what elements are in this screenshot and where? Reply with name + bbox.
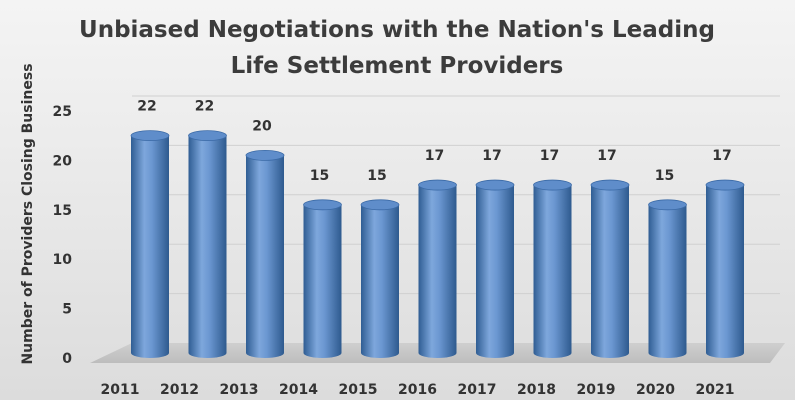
x-tick-label: 2015 xyxy=(339,382,378,398)
bar xyxy=(418,179,457,358)
data-label: 17 xyxy=(540,148,559,164)
bar xyxy=(590,179,630,358)
bar-top xyxy=(590,179,630,191)
bar-body xyxy=(648,204,687,358)
bar-top xyxy=(303,199,342,211)
x-tick-label: 2014 xyxy=(279,382,318,398)
bar-body xyxy=(246,155,284,358)
bar xyxy=(130,130,170,358)
bar xyxy=(303,199,342,358)
data-label: 17 xyxy=(482,148,501,164)
x-tick-label: 2017 xyxy=(458,382,497,398)
data-label: 15 xyxy=(367,168,386,184)
y-tick-label: 20 xyxy=(53,153,73,169)
x-tick-label: 2019 xyxy=(577,382,616,398)
bar xyxy=(245,149,285,358)
y-axis-label: Number of Providers Closing Business xyxy=(20,63,36,364)
y-tick-label: 5 xyxy=(62,302,72,318)
bar xyxy=(705,179,745,358)
bar xyxy=(475,179,515,358)
bar-top xyxy=(705,179,745,191)
x-tick-label: 2011 xyxy=(101,382,140,398)
data-label: 20 xyxy=(252,118,272,134)
x-tick-label: 2013 xyxy=(220,382,259,398)
bar-body xyxy=(188,135,227,358)
bar-body xyxy=(131,135,169,358)
y-tick-label: 15 xyxy=(53,203,72,219)
bar-top xyxy=(188,130,227,142)
data-label: 22 xyxy=(195,99,214,115)
x-axis-ticks: 2011 2012 2013 2014 2015 2016 2017 2018 2019 2020… xyxy=(101,382,735,398)
bars xyxy=(130,130,745,358)
bar-top xyxy=(360,199,400,211)
bar xyxy=(533,179,572,358)
x-tick-label: 2018 xyxy=(517,382,556,398)
bar-top xyxy=(245,149,285,161)
x-tick-label: 2012 xyxy=(160,382,199,398)
bar-top xyxy=(475,179,515,191)
bar xyxy=(648,199,687,358)
data-label: 17 xyxy=(425,148,444,164)
bar-body xyxy=(361,204,399,358)
y-tick-label: 25 xyxy=(53,104,72,120)
bar-body xyxy=(303,204,342,358)
chart-title-line-1: Unbiased Negotiations with the Nation's … xyxy=(79,17,715,43)
bar-body xyxy=(591,185,629,358)
y-axis-ticks: 0 5 10 15 20 25 xyxy=(53,104,73,367)
bar-body xyxy=(706,185,744,358)
data-label: 17 xyxy=(597,148,616,164)
bar-top xyxy=(130,130,170,142)
bar xyxy=(360,199,400,358)
data-label: 17 xyxy=(712,148,731,164)
bar-body xyxy=(476,185,514,358)
x-tick-label: 2021 xyxy=(696,382,735,398)
data-label: 15 xyxy=(655,168,674,184)
x-tick-label: 2020 xyxy=(636,382,675,398)
bar-body xyxy=(418,185,457,358)
bar xyxy=(188,130,227,358)
data-label: 22 xyxy=(137,99,156,115)
y-tick-label: 0 xyxy=(62,351,72,367)
y-tick-label: 10 xyxy=(53,252,73,268)
x-tick-label: 2016 xyxy=(398,382,437,398)
data-label: 15 xyxy=(310,168,329,184)
chart-title-line-2: Life Settlement Providers xyxy=(231,53,564,79)
data-labels: 22 22 20 15 15 17 17 17 17 15 17 xyxy=(137,99,731,184)
bar-top xyxy=(648,199,687,211)
bar-top xyxy=(418,179,457,191)
bar-body xyxy=(533,185,572,358)
bar-top xyxy=(533,179,572,191)
